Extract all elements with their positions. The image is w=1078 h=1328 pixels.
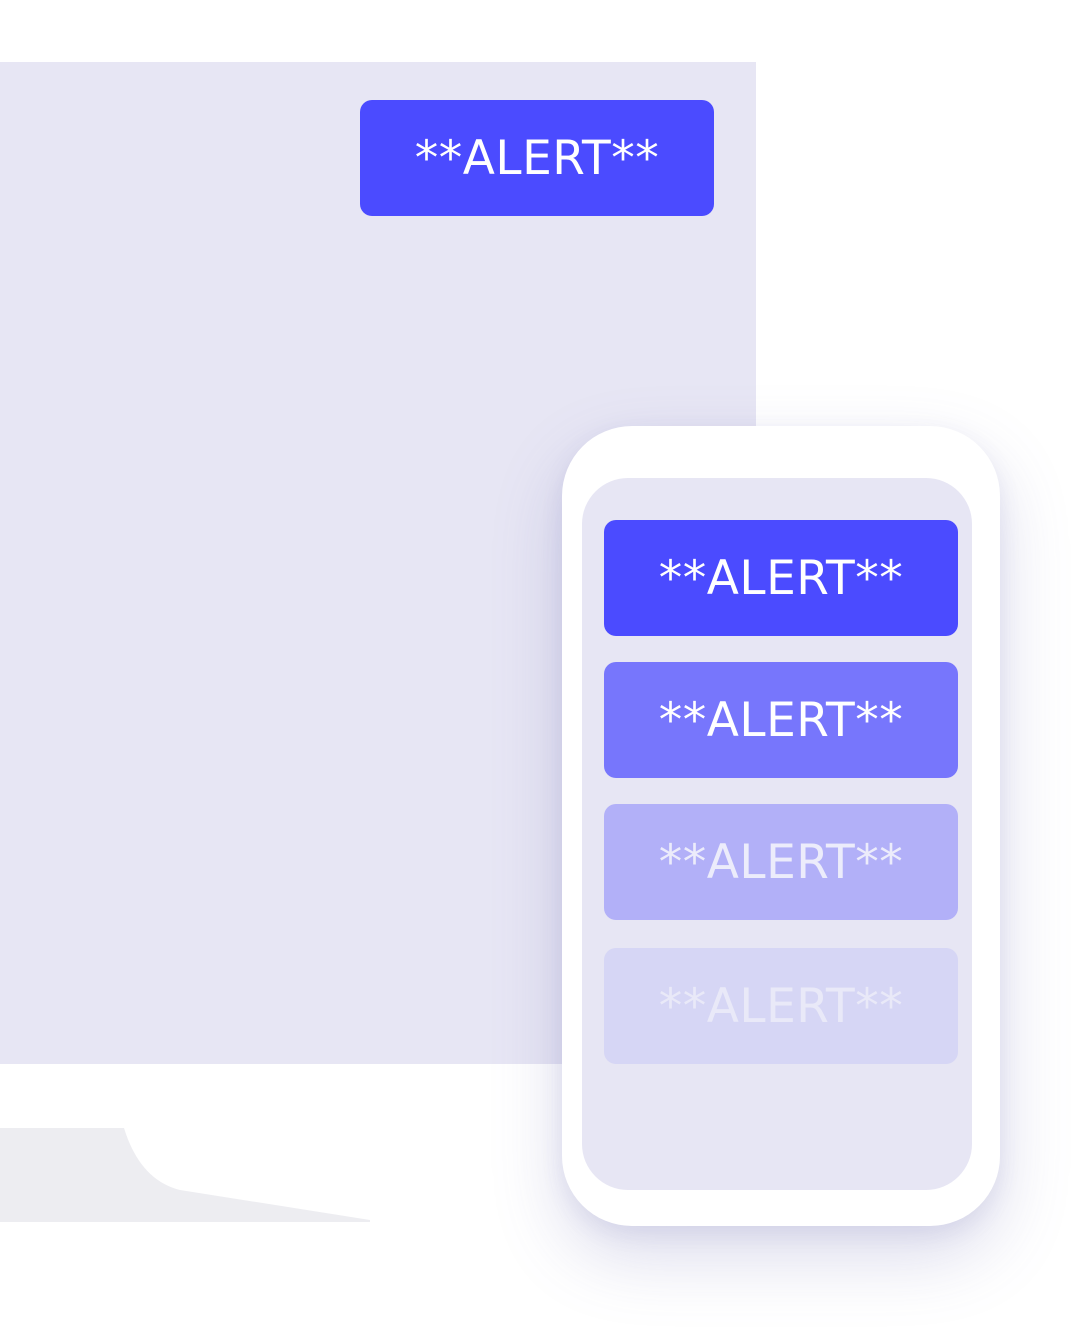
phone-alert-button-2[interactable]: **ALERT** (604, 662, 958, 778)
desktop-alert-button[interactable]: **ALERT** (360, 100, 714, 216)
desktop-monitor-stand (0, 1128, 370, 1222)
phone-screen: **ALERT** **ALERT** **ALERT** **ALERT** (582, 478, 972, 1190)
phone-device: **ALERT** **ALERT** **ALERT** **ALERT** (562, 426, 1000, 1226)
phone-alert-button-3[interactable]: **ALERT** (604, 804, 958, 920)
phone-alert-button-4[interactable]: **ALERT** (604, 948, 958, 1064)
phone-alert-button-1[interactable]: **ALERT** (604, 520, 958, 636)
